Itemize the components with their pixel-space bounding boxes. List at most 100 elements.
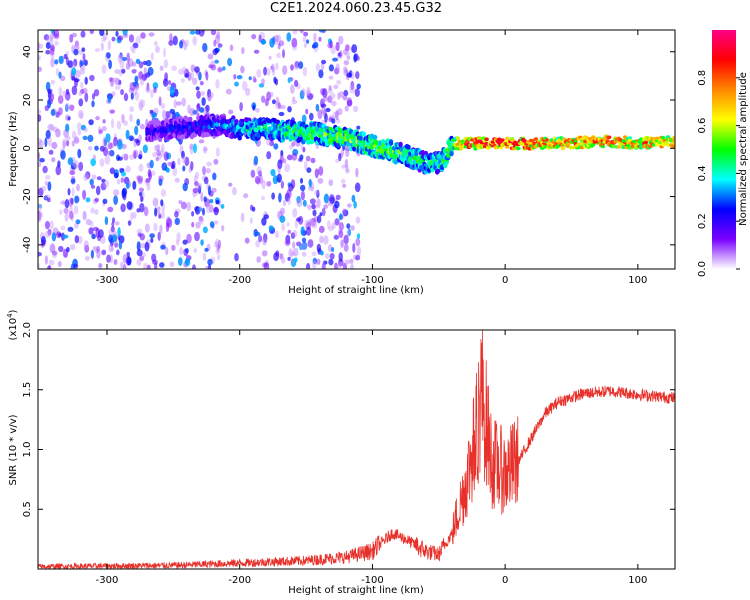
heatmap-cell	[88, 119, 94, 126]
heatmap-cell	[321, 261, 326, 269]
heatmap-cell	[206, 161, 212, 167]
heatmap-cell	[118, 240, 123, 250]
heatmap-cell	[109, 109, 115, 114]
heatmap-cell	[312, 257, 317, 265]
heatmap-cell	[317, 177, 324, 184]
heatmap-cell	[353, 201, 357, 209]
heatmap-cell	[71, 32, 77, 38]
heatmap-cell	[338, 230, 344, 239]
heatmap-cell	[305, 155, 311, 162]
heatmap-cell	[140, 32, 146, 39]
heatmap-cell	[214, 59, 219, 64]
heatmap-cell	[38, 203, 43, 211]
heatmap-cell	[321, 59, 327, 65]
heatmap-cell	[139, 202, 145, 213]
heatmap-cell	[148, 32, 155, 37]
heatmap-cell	[120, 177, 124, 183]
heatmap-cell	[166, 161, 171, 167]
heatmap-cell	[169, 261, 175, 268]
heatmap-cell	[52, 126, 58, 132]
heatmap-cell	[153, 223, 158, 232]
heatmap-cell	[84, 256, 90, 261]
heatmap-cell	[49, 46, 55, 56]
heatmap-cell	[158, 214, 162, 219]
heatmap-cell	[73, 160, 79, 169]
heatmap-cell	[135, 36, 142, 44]
heatmap-cell	[58, 245, 64, 253]
heatmap-cell	[118, 79, 122, 86]
heatmap-cell	[354, 182, 361, 193]
heatmap-cell	[60, 150, 66, 160]
heatmap-cell	[228, 182, 233, 187]
line-x-axis-label: Height of straight line (km)	[288, 585, 424, 596]
heatmap-cell	[344, 145, 351, 152]
heatmap-cell	[302, 35, 307, 43]
heatmap-cell	[44, 137, 48, 148]
heatmap-cell	[307, 239, 314, 248]
heatmap-cell	[273, 252, 279, 262]
heatmap-cell	[242, 80, 248, 91]
heatmap-cell	[335, 41, 340, 52]
heatmap-cell	[346, 223, 351, 229]
heatmap-cell	[334, 200, 340, 209]
heatmap-cell	[627, 136, 633, 140]
heatmap-cell	[280, 256, 286, 264]
heatmap-cell	[157, 212, 162, 219]
heatmap-cell	[335, 194, 341, 200]
heatmap-cell	[51, 141, 58, 150]
heatmap-cell	[292, 41, 297, 48]
heatmap-x-tick-label: -300	[96, 275, 119, 286]
heatmap-cell	[172, 166, 178, 177]
heatmap-cell	[271, 63, 275, 73]
heatmap-cell	[214, 34, 221, 45]
heatmap-cell	[82, 53, 86, 62]
heatmap-cell	[331, 100, 337, 107]
heatmap-cell	[296, 217, 301, 222]
heatmap-y-tick-label: -20	[22, 188, 33, 204]
heatmap-cell	[347, 228, 351, 237]
line-y-ticks: 0.5 1.0 1.5 2.0	[22, 322, 675, 517]
heatmap-cell	[89, 74, 95, 82]
heatmap-cell	[107, 40, 112, 51]
heatmap-cell	[47, 123, 54, 131]
heatmap-cell	[67, 60, 74, 68]
heatmap-cell	[50, 30, 54, 34]
heatmap-cell	[229, 44, 234, 52]
heatmap-cell	[64, 91, 71, 101]
heatmap-cell	[129, 81, 136, 92]
heatmap-cell	[64, 199, 70, 209]
heatmap-cell	[346, 55, 351, 60]
heatmap-cell	[260, 39, 267, 45]
heatmap-cell	[207, 185, 212, 196]
heatmap-cell	[319, 212, 323, 217]
heatmap-cell	[349, 258, 354, 264]
heatmap-cell	[63, 53, 68, 60]
heatmap-cell	[134, 75, 139, 84]
heatmap-cell	[181, 97, 186, 107]
heatmap-cell	[175, 239, 180, 246]
heatmap-cell	[208, 92, 214, 99]
heatmap-cell	[168, 80, 172, 85]
heatmap-cell	[71, 67, 77, 76]
heatmap-cell	[106, 52, 111, 59]
heatmap-cell	[177, 123, 182, 129]
heatmap-cell	[83, 127, 88, 133]
heatmap-cell	[255, 240, 260, 248]
heatmap-cell	[261, 95, 266, 103]
heatmap-cell	[58, 71, 62, 79]
heatmap-cell	[113, 189, 120, 197]
heatmap-cell	[282, 49, 285, 59]
heatmap-cell	[516, 146, 521, 151]
heatmap-cell	[163, 78, 169, 87]
heatmap-cell	[316, 215, 322, 224]
heatmap-cell	[169, 108, 176, 114]
heatmap-cell	[245, 87, 251, 96]
heatmap-cell	[186, 201, 192, 212]
heatmap-cell	[71, 187, 75, 197]
heatmap-cell	[254, 231, 261, 236]
heatmap-cell	[248, 76, 252, 81]
heatmap-cell	[194, 66, 200, 73]
heatmap-cell	[120, 203, 126, 213]
heatmap-cell	[217, 66, 222, 74]
heatmap-cell	[165, 111, 171, 119]
